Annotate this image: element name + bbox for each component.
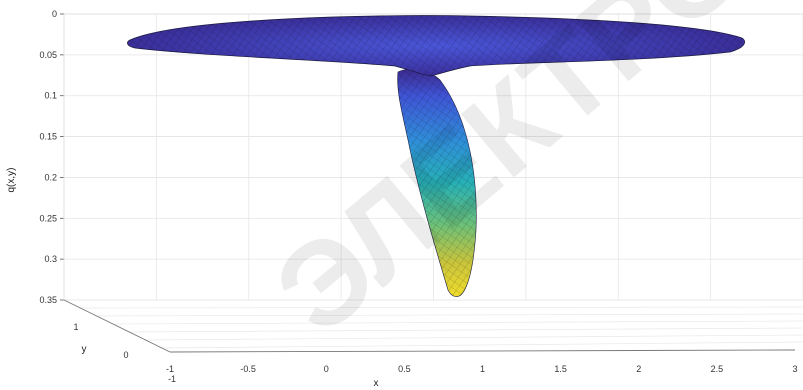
y-axis-line [63, 299, 171, 353]
floor-gridline [127, 327, 803, 333]
x-tick-label: 1.5 [554, 364, 567, 374]
y-tick-label: 0 [123, 350, 128, 360]
plume-mesh-overlay [397, 69, 477, 297]
y-axis-label: y [82, 344, 87, 355]
z-tick-label: 0.35 [39, 295, 57, 305]
x-tick-label: 2 [636, 364, 641, 374]
z-tick-label: 0.1 [44, 91, 57, 101]
y-tick-labels: 1 0 -1 [73, 322, 176, 384]
y-tick-label: 1 [73, 322, 78, 332]
x-tick-label: 0 [324, 364, 329, 374]
floor-gridline [95, 313, 803, 317]
floor-gridline [143, 334, 803, 341]
z-tick-label: 0.15 [39, 132, 57, 142]
disc-mesh-overlay [127, 15, 745, 76]
floor-gridline [111, 320, 803, 325]
z-tick-label: 0 [52, 9, 57, 19]
x-axis-line [169, 349, 796, 353]
x-tick-labels: -1 -0.5 0 0.5 1 1.5 2 2.5 3 [166, 364, 798, 374]
x-tick-label: -0.5 [240, 364, 256, 374]
surface-mesh [127, 15, 745, 297]
floor-gridlines [63, 299, 803, 353]
x-tick-label: 2.5 [711, 364, 724, 374]
x-axis-label: x [374, 378, 379, 389]
z-tick-label: 0.2 [44, 172, 57, 182]
floor-gridline [79, 306, 803, 309]
x-tick-label: -1 [166, 364, 174, 374]
x-tick-label: 1 [480, 364, 485, 374]
z-tick-labels: 0 0.05 0.1 0.15 0.2 0.25 0.3 0.35 [39, 9, 57, 305]
y-tick-label: -1 [168, 374, 176, 384]
z-axis-label: q(x,y) [6, 168, 17, 193]
x-tick-label: 3 [792, 364, 797, 374]
floor-gridline [159, 341, 803, 349]
z-tick-label: 0.25 [39, 213, 57, 223]
x-tick-label: 0.5 [398, 364, 411, 374]
z-tick-label: 0.3 [44, 254, 57, 264]
z-tick-label: 0.05 [39, 50, 57, 60]
